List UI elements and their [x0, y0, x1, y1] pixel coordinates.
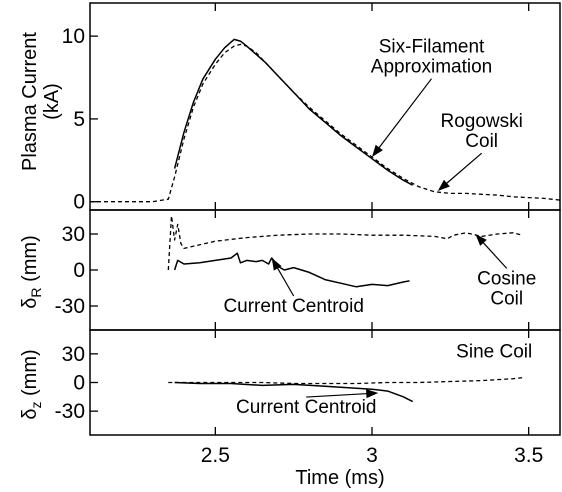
y-tick-label: -30 [55, 400, 85, 423]
x-axis-label: Time (ms) [295, 467, 384, 489]
y-tick-label: 5 [73, 108, 85, 131]
annotation-arrow [443, 152, 483, 187]
y-tick-label: 0 [73, 259, 85, 282]
y-axis-label: δR (mm) [19, 235, 44, 308]
panel-delta-r: -30 0 30 Current Centroid Cosine Coil δR (mm) [19, 209, 561, 331]
x-tick-label: 3.5 [514, 444, 543, 467]
annotation-arrowhead [475, 234, 487, 246]
series-six-filament-approximation [173, 38, 414, 186]
y-axis-label: δz (mm) [19, 349, 44, 419]
annotation-arrow [306, 392, 371, 398]
series-rogowski-coil [90, 43, 561, 203]
annotation-label: Sine Coil [456, 342, 532, 363]
y-tick-label: 0 [73, 372, 85, 395]
y-tick-label: 10 [62, 25, 85, 48]
series-sine-coil [168, 377, 523, 385]
annotation-label: Rogowski Coil [440, 111, 522, 152]
annotation-arrowhead [366, 389, 379, 399]
y-tick-label: 30 [62, 223, 85, 246]
annotation-arrowhead [437, 179, 450, 191]
series-current-centroid [173, 252, 410, 288]
annotation-label: Six-Filament Approximation [371, 37, 492, 78]
annotation-arrow [376, 78, 433, 152]
annotation-label: Current Centroid [236, 397, 376, 418]
panel-delta-z: -30 0 30 Sine Coil Current Centroid δz (mm) 2.… [19, 329, 561, 489]
annotation-arrow [275, 264, 295, 297]
x-tick-label: 3 [366, 444, 378, 467]
plot-frame [89, 2, 561, 211]
y-tick-label: -30 [55, 295, 85, 318]
panel-plasma-current: 0 5 10 Six-Filament Approximation Rogowski Coi… [19, 2, 561, 214]
series-cosine-coil [167, 215, 523, 271]
annotation-label: Current Centroid [223, 296, 363, 317]
annotation-arrow [480, 239, 508, 269]
annotation-label: Cosine Coil [477, 268, 536, 309]
y-tick-label: 0 [73, 191, 85, 214]
series-current-centroid [174, 381, 414, 403]
y-tick-label: 30 [62, 343, 85, 366]
x-tick-label: 2.5 [201, 444, 230, 467]
y-axis-label: Plasma Current(kA) [19, 32, 63, 171]
annotation-arrowhead [372, 144, 383, 158]
annotation-arrowhead [271, 258, 282, 271]
